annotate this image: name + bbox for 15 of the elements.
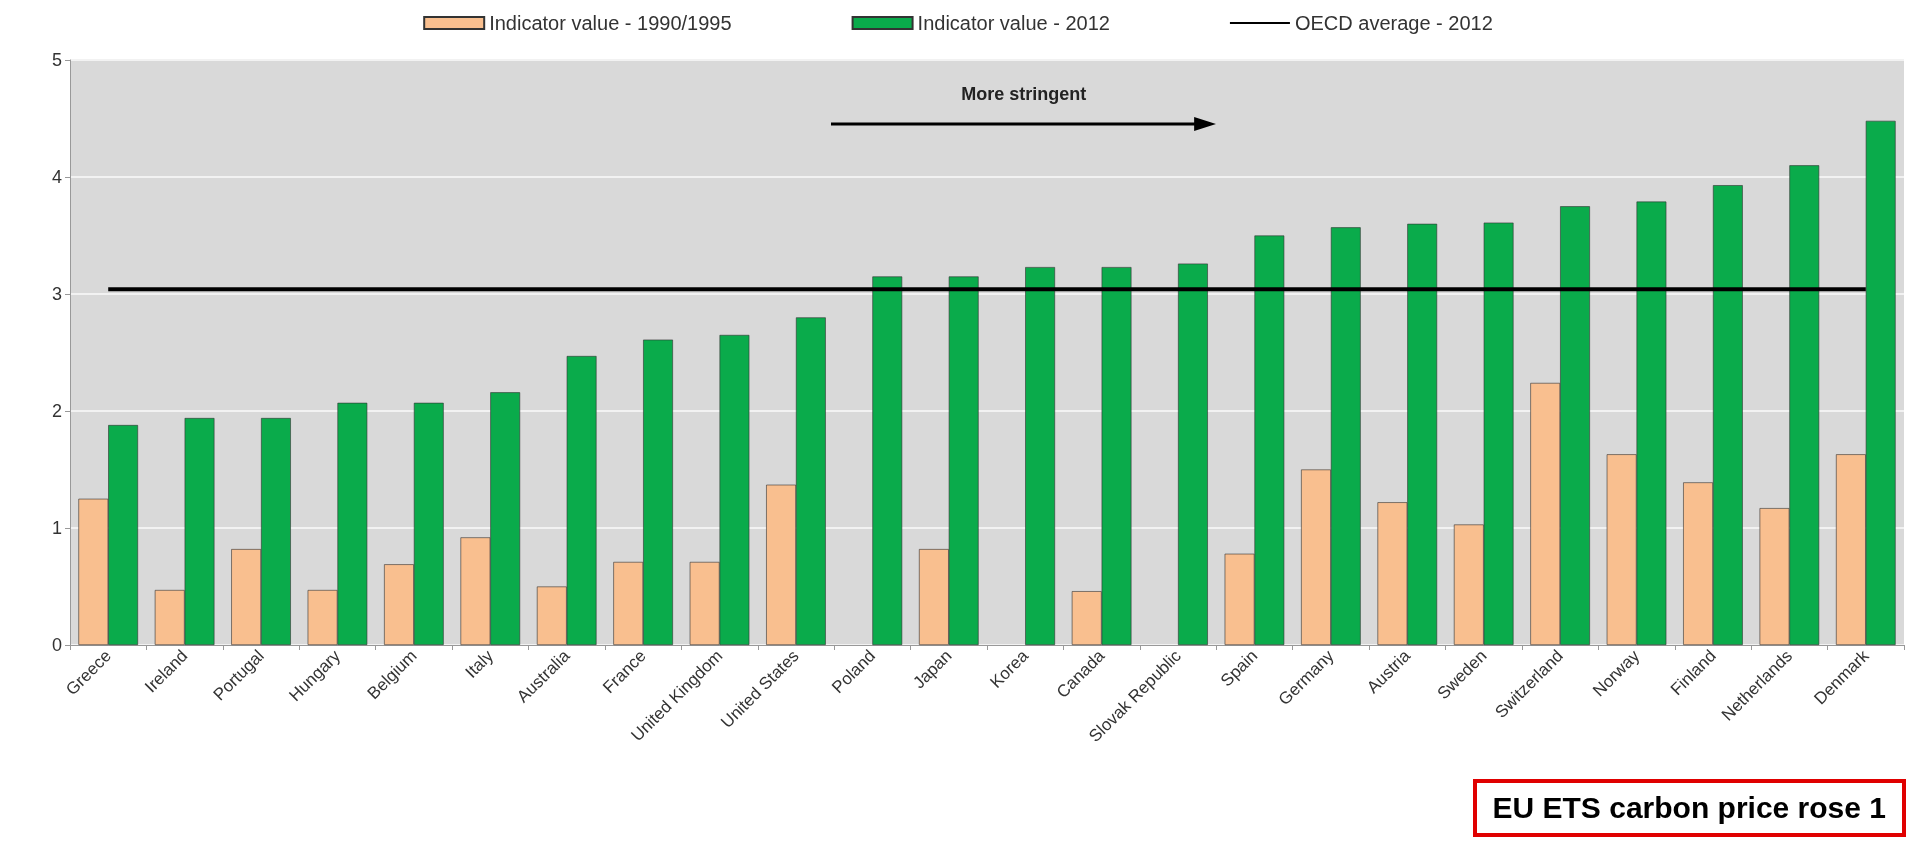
legend-label: OECD average - 2012 [1294, 12, 1493, 34]
text: EU ETS carbon price rose 1 [1472, 779, 1906, 837]
y-tick-label: 0 [51, 635, 62, 655]
legend-label: Indicator value - 2012 [917, 12, 1110, 34]
y-tick-label: 1 [51, 518, 62, 538]
y-tick-label: 5 [51, 50, 62, 70]
x-tick-label: Italy [461, 645, 498, 682]
bar [1025, 267, 1056, 645]
y-tick-label: 2 [51, 401, 62, 421]
y-tick-label: 3 [51, 284, 62, 304]
y-tick-label: 4 [51, 167, 62, 187]
legend-label: Indicator value - 1990/1995 [489, 12, 732, 34]
bar [1178, 263, 1208, 645]
bar [872, 276, 903, 645]
annotation: More stringent [960, 84, 1088, 106]
